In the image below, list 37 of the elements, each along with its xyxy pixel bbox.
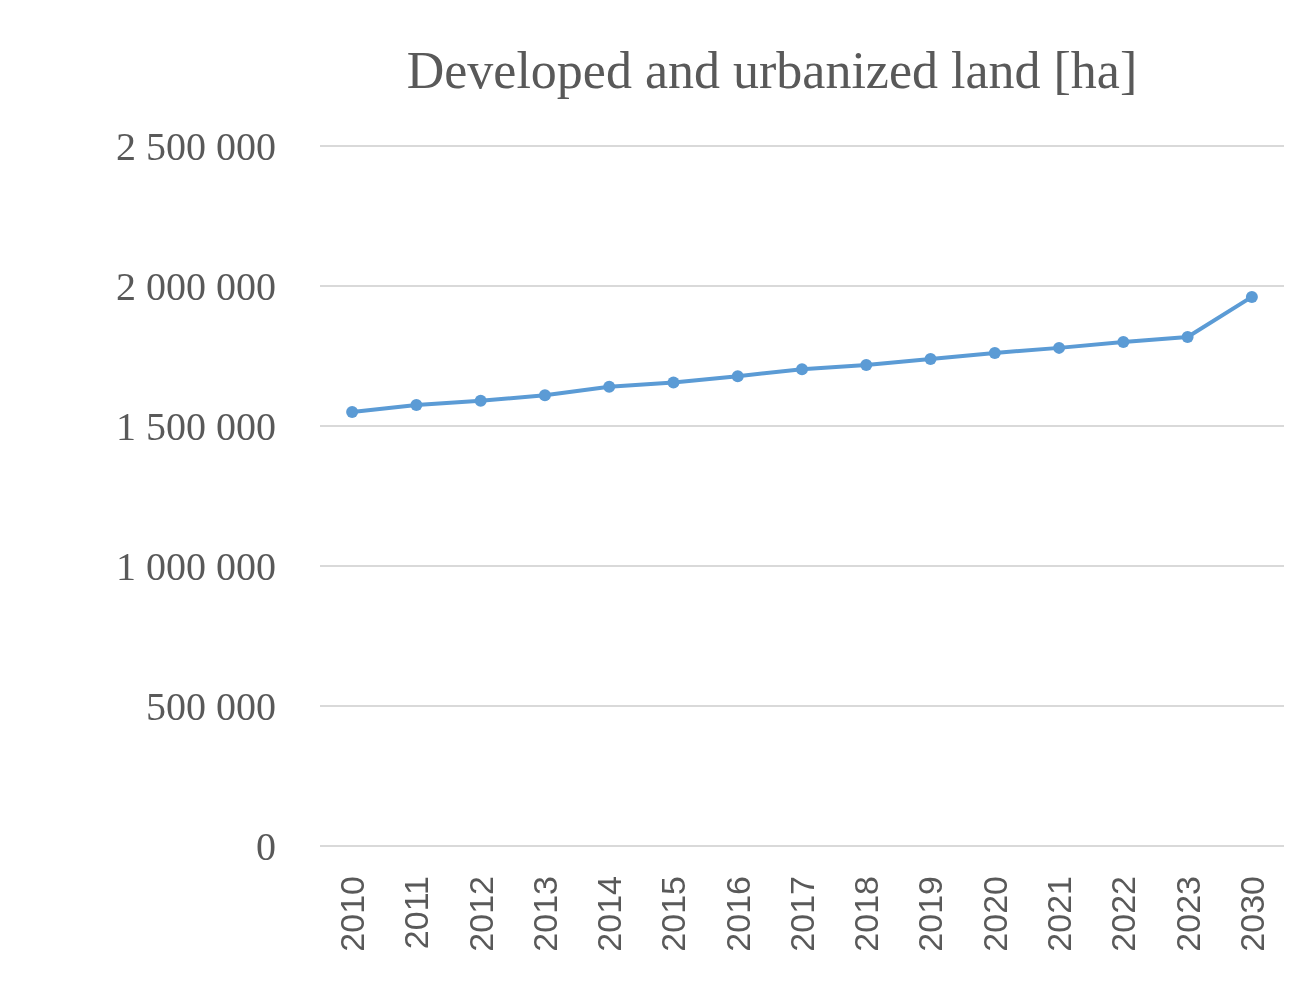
point [924,353,937,366]
point [1053,341,1066,354]
point [988,346,1001,359]
point [1245,290,1258,303]
x-tick-label: 2030 [1232,876,1271,952]
point [860,358,873,371]
x-tick-label: 2010 [333,876,372,952]
point [538,389,551,402]
point [346,406,359,418]
point [796,363,808,376]
x-tick-label: 2016 [718,876,757,952]
x-tick-label: 2021 [1039,876,1078,952]
x-tick-label: 2019 [911,876,950,952]
y-tick-label: 1 000 000 [116,544,276,589]
point [667,376,680,389]
x-tick-label: 2023 [1168,876,1207,952]
y-tick-label: 1 500 000 [116,404,276,449]
x-tick-label: 2020 [975,876,1014,952]
x-tick-label: 2011 [397,876,436,950]
y-tick-label: 2 000 000 [116,264,276,309]
x-tick-label: 2014 [590,876,629,952]
y-tick-label: 500 000 [146,684,276,729]
x-tick-label: 2017 [782,876,821,952]
x-tick-label: 2018 [847,876,886,952]
point [474,394,487,407]
chart-title: Developed and urbanized land [ha] [406,42,1138,99]
x-tick-label: 2022 [1104,876,1143,952]
point [603,380,616,393]
x-tick-label: 2013 [525,876,564,952]
point [410,399,423,411]
x-tick-label: 2015 [654,876,693,952]
point [731,370,744,383]
x-tick-label: 2012 [461,876,500,952]
point [1117,336,1130,348]
y-tick-label: 2 500 000 [116,124,276,169]
y-tick-label: 0 [256,824,276,869]
point [1181,330,1194,343]
